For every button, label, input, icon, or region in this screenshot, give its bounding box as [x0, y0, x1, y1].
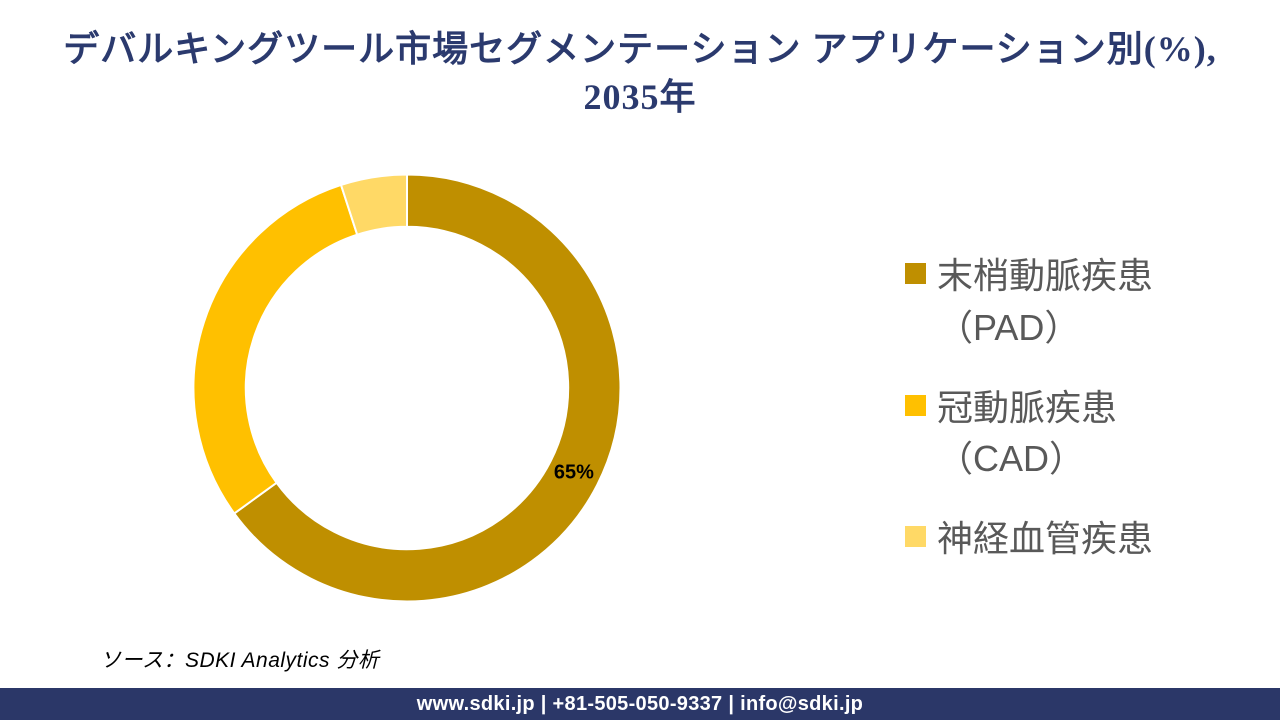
donut-chart: 65% — [192, 173, 622, 603]
donut-segment-1 — [192, 183, 359, 515]
page-title-line1: デバルキングツール市場セグメンテーション アプリケーション別(%), — [63, 29, 1217, 69]
page-title-line2: 2035年 — [583, 76, 697, 117]
chart-legend: 末梢動脈疾患 （PAD） 冠動脈疾患 （CAD） 神経血管疾患 — [905, 250, 1235, 593]
page-title: デバルキングツール市場セグメンテーション アプリケーション別(%), 2035年 — [0, 26, 1280, 121]
donut-chart-svg — [192, 173, 622, 603]
donut-segment-0 — [232, 173, 622, 603]
legend-label: 冠動脈疾患 （CAD） — [937, 386, 1118, 480]
legend-swatch-icon — [905, 394, 926, 416]
legend-label: 末梢動脈疾患 （PAD） — [937, 255, 1154, 348]
legend-item-1: 冠動脈疾患 （CAD） — [905, 382, 1235, 486]
legend-swatch-icon — [905, 263, 926, 284]
legend-item-2: 神経血管疾患 — [905, 513, 1235, 565]
legend-label: 神経血管疾患 — [937, 518, 1154, 560]
legend-swatch-icon — [905, 526, 926, 548]
footer-contact-text: www.sdki.jp | +81-505-050-9337 | info@sd… — [416, 692, 864, 715]
slice-data-label-0: 65% — [553, 461, 594, 484]
source-note: ソース：SDKI Analytics 分析 — [100, 649, 380, 672]
legend-item-0: 末梢動脈疾患 （PAD） — [905, 250, 1235, 354]
footer-bar: www.sdki.jp | +81-505-050-9337 | info@sd… — [0, 688, 1280, 720]
donut-segment-2 — [339, 173, 408, 236]
